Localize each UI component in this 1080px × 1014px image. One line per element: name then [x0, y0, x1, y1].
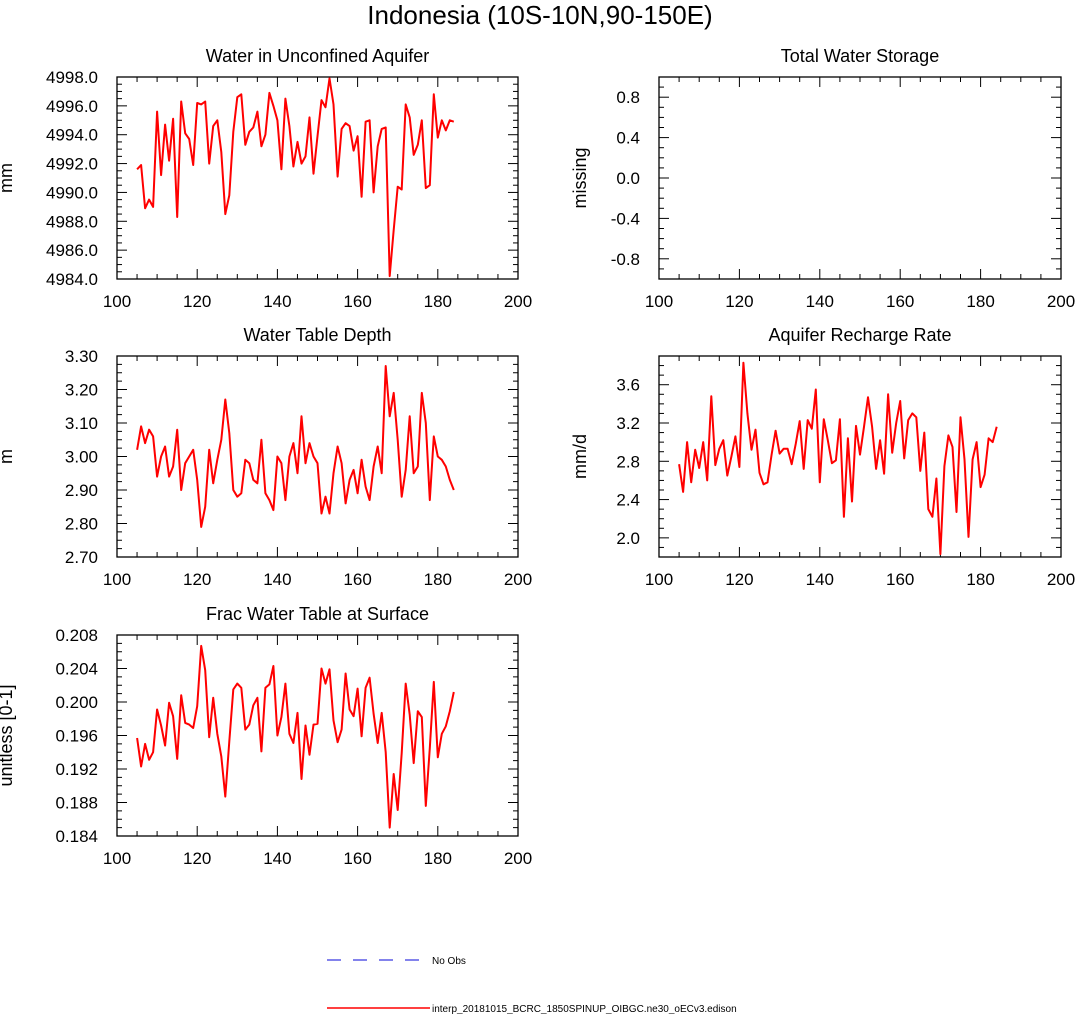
y-tick-label: 3.20 [65, 381, 98, 400]
y-tick-label: 3.30 [65, 347, 98, 366]
x-tick-label: 160 [343, 570, 371, 589]
plot-frame [116, 634, 519, 837]
x-tick-label: 200 [1047, 570, 1075, 589]
x-tick-label: 120 [725, 570, 753, 589]
chart-title: Water Table Depth [243, 325, 391, 345]
x-tick-label: 140 [263, 292, 291, 311]
legend-model-label: interp_20181015_BCRC_1850SPINUP_OIBGC.ne… [432, 1004, 737, 1014]
y-tick-label: 3.10 [65, 414, 98, 433]
plot-frame [116, 355, 519, 558]
x-tick-label: 100 [103, 292, 131, 311]
y-tick-label: 4988.0 [46, 212, 98, 231]
x-tick-label: 200 [1047, 292, 1075, 311]
plot-frame [116, 76, 519, 280]
x-tick-label: 160 [886, 292, 914, 311]
legend-obs-label: No Obs [432, 956, 466, 967]
y-tick-label: 3.2 [616, 414, 640, 433]
x-tick-label: 140 [806, 292, 834, 311]
x-tick-label: 200 [504, 849, 532, 868]
chart-title: Total Water Storage [781, 46, 939, 66]
y-tick-label: -0.8 [611, 250, 640, 269]
y-tick-label: 2.8 [616, 452, 640, 471]
x-tick-label: 180 [966, 570, 994, 589]
y-tick-label: 2.90 [65, 481, 98, 500]
x-tick-label: 160 [343, 292, 371, 311]
series-line [678, 361, 998, 556]
y-tick-label: 2.4 [616, 491, 640, 510]
y-axis-label: unitless [0-1] [0, 684, 16, 786]
y-tick-label: -0.4 [611, 209, 640, 228]
y-tick-label: 0.8 [616, 88, 640, 107]
y-tick-label: 0.184 [55, 827, 98, 846]
x-tick-label: 180 [424, 849, 452, 868]
y-tick-label: 4990.0 [46, 183, 98, 202]
y-tick-label: 4986.0 [46, 241, 98, 260]
y-tick-label: 0.192 [55, 760, 98, 779]
x-tick-label: 100 [645, 570, 673, 589]
y-tick-label: 2.0 [616, 529, 640, 548]
panel-aquifer-recharge-rate: Aquifer Recharge Rate mm/d 100 120 140 160 180… [570, 325, 1075, 589]
plot-frame [658, 76, 1062, 280]
y-axis-label: mm [0, 163, 16, 193]
y-axis-label: mm/d [570, 434, 590, 479]
x-tick-label: 160 [343, 849, 371, 868]
y-tick-label: 4984.0 [46, 270, 98, 289]
x-tick-label: 200 [504, 570, 532, 589]
x-tick-label: 180 [966, 292, 994, 311]
y-tick-label: 2.80 [65, 515, 98, 534]
legend: No Obs interp_20181015_BCRC_1850SPINUP_O… [327, 956, 737, 1014]
x-tick-label: 160 [886, 570, 914, 589]
y-tick-label: 3.6 [616, 376, 640, 395]
y-tick-label: 0.208 [55, 626, 98, 645]
chart-title: Frac Water Table at Surface [206, 604, 429, 624]
y-tick-label: 4992.0 [46, 155, 98, 174]
x-tick-label: 180 [424, 292, 452, 311]
y-tick-label: 0.204 [55, 660, 98, 679]
panel-total-water-storage: Total Water Storage missing 100 120 140 160 18… [570, 46, 1075, 311]
panel-water-table-depth: Water Table Depth m 100 120 140 160 180 200 2.70… [0, 325, 532, 589]
x-tick-label: 180 [424, 570, 452, 589]
y-axis-label: m [0, 449, 16, 464]
y-tick-label: 4996.0 [46, 97, 98, 116]
x-tick-label: 120 [183, 570, 211, 589]
plot-frame [658, 355, 1062, 558]
y-tick-label: 4994.0 [46, 126, 98, 145]
y-axis-label: missing [570, 147, 590, 208]
x-tick-label: 200 [504, 292, 532, 311]
x-tick-label: 100 [103, 570, 131, 589]
y-tick-label: 4998.0 [46, 68, 98, 87]
x-tick-label: 120 [725, 292, 753, 311]
x-tick-label: 140 [263, 849, 291, 868]
y-tick-label: 0.200 [55, 693, 98, 712]
chart-title: Water in Unconfined Aquifer [206, 46, 429, 66]
series-line [136, 77, 455, 278]
x-tick-label: 100 [103, 849, 131, 868]
x-tick-label: 120 [183, 292, 211, 311]
x-tick-label: 100 [645, 292, 673, 311]
chart-title: Aquifer Recharge Rate [768, 325, 951, 345]
x-tick-label: 140 [806, 570, 834, 589]
x-tick-label: 120 [183, 849, 211, 868]
series-line [136, 365, 455, 528]
panel-frac-water-table-at-surface: Frac Water Table at Surface unitless [0-1… [0, 604, 532, 868]
chart-panels: Water in Unconfined Aquifer mm 100 120 140 16… [0, 46, 1075, 868]
panel-water-in-unconfined-aquifer: Water in Unconfined Aquifer mm 100 120 140 16… [0, 46, 532, 311]
y-tick-label: 3.00 [65, 448, 98, 467]
y-tick-label: 0.4 [616, 129, 640, 148]
y-tick-label: 0.0 [616, 169, 640, 188]
page-title: Indonesia (10S-10N,90-150E) [367, 0, 713, 30]
y-tick-label: 0.196 [55, 727, 98, 746]
series-line [136, 644, 455, 829]
y-tick-label: 2.70 [65, 548, 98, 567]
y-tick-label: 0.188 [55, 794, 98, 813]
x-tick-label: 140 [263, 570, 291, 589]
